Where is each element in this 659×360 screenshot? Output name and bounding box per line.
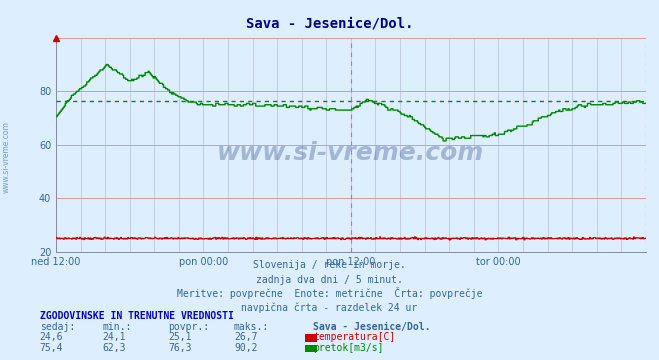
Text: temperatura[C]: temperatura[C] xyxy=(313,332,395,342)
Text: Sava - Jesenice/Dol.: Sava - Jesenice/Dol. xyxy=(313,323,430,333)
Text: Meritve: povprečne  Enote: metrične  Črta: povprečje: Meritve: povprečne Enote: metrične Črta:… xyxy=(177,287,482,299)
Text: pretok[m3/s]: pretok[m3/s] xyxy=(313,343,384,353)
Text: Sava - Jesenice/Dol.: Sava - Jesenice/Dol. xyxy=(246,17,413,30)
Text: maks.:: maks.: xyxy=(234,323,269,333)
Text: Slovenija / reke in morje.: Slovenija / reke in morje. xyxy=(253,260,406,270)
Text: navpična črta - razdelek 24 ur: navpična črta - razdelek 24 ur xyxy=(241,303,418,314)
Text: www.si-vreme.com: www.si-vreme.com xyxy=(217,141,484,166)
Text: 90,2: 90,2 xyxy=(234,343,258,353)
Text: www.si-vreme.com: www.si-vreme.com xyxy=(2,121,11,193)
Text: 24,1: 24,1 xyxy=(102,332,126,342)
Text: ZGODOVINSKE IN TRENUTNE VREDNOSTI: ZGODOVINSKE IN TRENUTNE VREDNOSTI xyxy=(40,311,233,321)
Text: min.:: min.: xyxy=(102,323,132,333)
Text: zadnja dva dni / 5 minut.: zadnja dva dni / 5 minut. xyxy=(256,275,403,285)
Text: 62,3: 62,3 xyxy=(102,343,126,353)
Text: 76,3: 76,3 xyxy=(168,343,192,353)
Text: povpr.:: povpr.: xyxy=(168,323,209,333)
Text: 25,1: 25,1 xyxy=(168,332,192,342)
Text: sedaj:: sedaj: xyxy=(40,323,74,333)
Text: 75,4: 75,4 xyxy=(40,343,63,353)
Text: 24,6: 24,6 xyxy=(40,332,63,342)
Text: 26,7: 26,7 xyxy=(234,332,258,342)
